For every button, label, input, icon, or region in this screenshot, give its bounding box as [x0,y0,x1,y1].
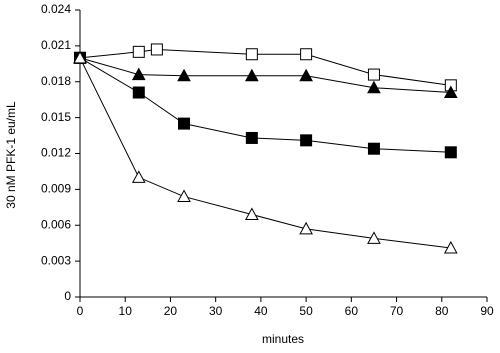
y-axis-label: 30 nM PFK-1 eu/mL [4,101,18,209]
point [131,170,146,183]
x-tick-label: 50 [299,304,313,318]
y-tick-label: 0.009 [41,182,71,196]
point [367,68,380,81]
y-tick-label: 0.003 [41,253,71,267]
x-tick-label: 30 [209,304,223,318]
x-tick-label: 40 [254,304,268,318]
point [299,68,313,82]
series-line [79,57,451,153]
x-tick-label: 90 [480,304,494,318]
point [367,231,381,244]
y-tick-label: 0.015 [41,110,71,124]
point [245,48,258,61]
point [367,142,380,155]
point [443,85,458,99]
point [245,131,258,144]
point [132,45,145,58]
point [444,146,457,159]
point [299,221,313,235]
y-tick-label: 0.024 [41,2,71,16]
point [245,68,259,82]
point [443,240,458,254]
point [73,50,87,64]
point [131,67,146,81]
y-tick-label: 0.021 [41,38,71,52]
point [150,43,163,56]
point [300,48,313,61]
point [367,80,381,94]
y-tick-label: 0.006 [41,217,71,231]
point [177,189,191,203]
x-tick-label: 20 [164,304,178,318]
point [178,117,191,130]
y-tick-label: 0.012 [41,146,71,160]
point [132,86,145,99]
x-axis-label: minutes [262,332,304,346]
x-tick-label: 70 [390,304,404,318]
y-tick-label: 0 [64,289,71,303]
x-tick-label: 10 [119,304,133,318]
x-tick-label: 0 [77,304,84,318]
point [245,207,259,220]
series-line [79,57,451,249]
x-tick-label: 60 [345,304,359,318]
x-tick-label: 80 [435,304,449,318]
point [177,68,191,82]
point [300,134,313,147]
y-tick-label: 0.018 [41,74,71,88]
